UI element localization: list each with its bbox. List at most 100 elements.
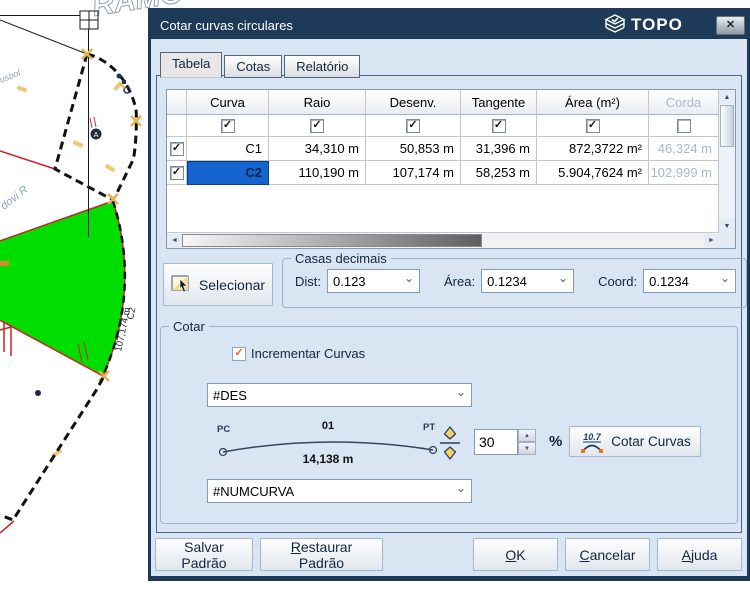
dimension-curve-icon: 10.7 — [579, 431, 605, 453]
dialog-titlebar[interactable]: Cotar curvas circulares TOPO ✕ — [151, 11, 747, 39]
cancelar-button[interactable]: Cancelar — [565, 538, 650, 571]
chevron-down-icon: ⌄ — [404, 271, 414, 285]
dist-label: Dist: — [295, 274, 321, 289]
cotar-curvas-button[interactable]: 10.7 Cotar Curvas — [569, 426, 701, 457]
cell-c1-desenv[interactable]: 50,853 m — [366, 137, 461, 161]
ajuda-button[interactable]: Ajuda — [657, 538, 742, 571]
header-tangente[interactable]: Tangente — [461, 90, 537, 115]
column-check-corda[interactable] — [677, 119, 691, 133]
preview-arc — [223, 442, 433, 452]
tab-relatorio[interactable]: Relatório — [284, 55, 360, 78]
chevron-down-icon: ⌄ — [558, 271, 568, 285]
cell-c1-tangente[interactable]: 31,396 m — [461, 137, 537, 161]
scroll-right-icon[interactable]: ► — [704, 234, 719, 248]
des-format-value: #DES — [213, 388, 247, 403]
cell-c2-area[interactable]: 5.904,7624 m² — [537, 161, 649, 185]
topo-logo-icon — [603, 13, 627, 37]
numcurva-format-select[interactable]: #NUMCURVA ⌄ — [207, 479, 472, 503]
tab-strip: Tabela Cotas Relatório — [160, 52, 362, 78]
header-area[interactable]: Área (m²) — [537, 90, 649, 115]
highlighted-curve-area — [0, 201, 125, 376]
cell-c1-corda[interactable]: 46,324 m — [649, 137, 719, 161]
dialog-title: Cotar curvas circulares — [160, 18, 293, 33]
topo-logo-text: TOPO — [631, 15, 683, 35]
cad-bottom-boundary — [0, 378, 103, 520]
dialog-cotar-curvas: Cotar curvas circulares TOPO ✕ — [148, 8, 750, 581]
scroll-left-icon[interactable]: ◄ — [167, 234, 182, 248]
cell-c2-corda[interactable]: 102,999 m — [649, 161, 719, 185]
dist-select[interactable]: 0.123 ⌄ — [327, 269, 420, 293]
cell-c2-desenv[interactable]: 107,174 m — [366, 161, 461, 185]
spin-down-icon[interactable]: ▼ — [518, 442, 536, 455]
area-value: 0.1234 — [487, 274, 527, 289]
cad-line — [0, 20, 87, 54]
table-vertical-scrollbar[interactable]: ▲ ▼ — [718, 90, 735, 233]
chevron-down-icon: ⌄ — [456, 385, 466, 399]
percent-input[interactable] — [474, 429, 518, 455]
column-check-desenv[interactable]: ✓ — [406, 119, 420, 133]
vertical-offset-icon[interactable] — [438, 425, 462, 461]
header-corner — [167, 90, 187, 115]
crosshair-cursor — [0, 11, 98, 29]
spin-up-icon[interactable]: ▲ — [518, 429, 536, 442]
salvar-padrao-button[interactable]: Salvar Padrão — [155, 538, 253, 571]
curve-length-label: 14,138 m — [303, 452, 354, 466]
svg-text:A: A — [93, 132, 98, 139]
cad-red-line-bottom — [0, 521, 14, 533]
coord-select[interactable]: 0.1234 ⌄ — [643, 269, 736, 293]
tab-tabela[interactable]: Tabela — [160, 52, 222, 78]
row-check-c2[interactable]: ✓ — [170, 166, 184, 180]
curves-table: Curva Raio Desenv. Tangente Área (m²) Co… — [166, 89, 736, 249]
numcurva-format-value: #NUMCURVA — [213, 484, 294, 499]
ok-button[interactable]: OK — [473, 538, 558, 571]
cell-c1-area[interactable]: 872,3722 m² — [537, 137, 649, 161]
close-icon: ✕ — [726, 20, 735, 31]
vertical-scroll-thumb[interactable] — [720, 105, 734, 147]
cotar-legend: Cotar — [169, 319, 209, 334]
table-row-c1: ✓ C1 34,310 m 50,853 m 31,396 m 872,3722… — [167, 137, 719, 161]
column-check-raio[interactable]: ✓ — [310, 119, 324, 133]
table-horizontal-scrollbar[interactable]: ◄ ► — [167, 232, 719, 248]
chevron-down-icon: ⌄ — [720, 271, 730, 285]
percent-label: % — [549, 433, 562, 450]
horizontal-scroll-thumb[interactable] — [182, 234, 482, 247]
area-label: Área: — [444, 274, 475, 289]
des-format-select[interactable]: #DES ⌄ — [207, 383, 472, 407]
close-button[interactable]: ✕ — [716, 16, 745, 35]
cell-c1-curva[interactable]: C1 — [187, 137, 269, 161]
cell-c2-curva-selected[interactable]: C2 — [187, 161, 269, 185]
cell-c2-tangente[interactable]: 58,253 m — [461, 161, 537, 185]
chevron-down-icon: ⌄ — [456, 481, 466, 495]
scrollbar-corner — [719, 233, 735, 248]
column-check-tangente[interactable]: ✓ — [492, 119, 506, 133]
screen: RAMO 107,174 m C2 — [0, 0, 750, 587]
column-check-area[interactable]: ✓ — [586, 119, 600, 133]
header-curva[interactable]: Curva — [187, 90, 269, 115]
table-header-row: Curva Raio Desenv. Tangente Área (m²) Co… — [167, 90, 719, 115]
topo-logo: TOPO — [603, 13, 683, 37]
table-row-c2: ✓ C2 110,190 m 107,174 m 58,253 m 5.904,… — [167, 161, 719, 185]
area-select[interactable]: 0.1234 ⌄ — [481, 269, 574, 293]
restaurar-padrao-button[interactable]: Restaurar Padrão — [260, 538, 383, 571]
scroll-up-icon[interactable]: ▲ — [719, 90, 735, 104]
casas-decimais-group: Casas decimais Dist: 0.123 ⌄ Área: 0.123… — [282, 251, 747, 308]
header-corda[interactable]: Corda — [649, 90, 719, 115]
cad-red-line — [0, 151, 55, 169]
row-check-c1[interactable]: ✓ — [170, 142, 184, 156]
cell-c2-raio[interactable]: 110,190 m — [269, 161, 366, 185]
coord-label: Coord: — [598, 274, 637, 289]
svg-text:10.7: 10.7 — [583, 432, 602, 442]
tab-cotas[interactable]: Cotas — [224, 55, 282, 78]
curves-table-grid: Curva Raio Desenv. Tangente Área (m²) Co… — [167, 90, 719, 234]
curve-preview: PC PT 01 14,138 m — [213, 418, 453, 468]
header-desenv[interactable]: Desenv. — [366, 90, 461, 115]
header-raio[interactable]: Raio — [269, 90, 366, 115]
column-checkbox-row: ✓ ✓ ✓ ✓ ✓ — [167, 115, 719, 137]
cotar-group: Cotar ✓ Incrementar Curvas #DES ⌄ PC PT — [160, 319, 738, 524]
column-check-curva[interactable]: ✓ — [221, 119, 235, 133]
selecionar-button[interactable]: Selecionar — [163, 263, 273, 306]
coord-value: 0.1234 — [649, 274, 689, 289]
incrementar-curvas-checkbox[interactable]: ✓ — [232, 347, 246, 361]
scroll-down-icon[interactable]: ▼ — [719, 219, 735, 233]
cell-c1-raio[interactable]: 34,310 m — [269, 137, 366, 161]
